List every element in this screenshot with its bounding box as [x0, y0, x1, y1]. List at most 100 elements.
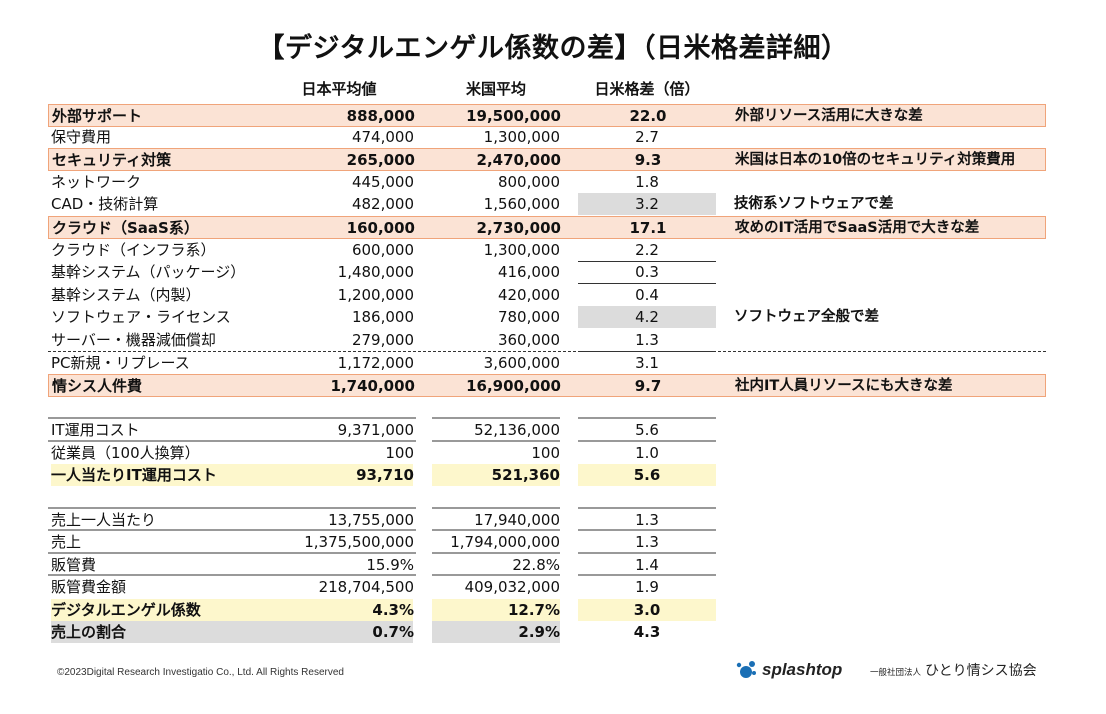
- row-ratio: 1.3: [635, 511, 659, 529]
- row-label: 外部サポート: [52, 107, 143, 125]
- row-note: 米国は日本の10倍のセキュリティ対策費用: [735, 152, 1016, 168]
- page-title: 【デジタルエンゲル係数の差】（日米格差詳細）: [257, 33, 849, 64]
- row-japan-value: 218,704,500: [318, 578, 414, 596]
- row-label: 保守費用: [51, 128, 112, 146]
- row-japan-value: 186,000: [351, 308, 414, 326]
- row-us-value: 1,794,000,000: [450, 533, 560, 551]
- row-us-value: 360,000: [497, 331, 560, 349]
- row-label: 売上の割合: [51, 621, 413, 643]
- row-ratio: 9.3: [634, 151, 662, 169]
- table-row: 販管費金額 218,704,500 409,032,000 1.9: [48, 576, 1046, 598]
- row-ratio: 22.0: [629, 107, 667, 125]
- header-ratio: 日米格差（倍）: [594, 80, 700, 98]
- row-japan-value: 445,000: [351, 173, 414, 191]
- row-label: 従業員（100人換算）: [51, 444, 200, 462]
- row-label: 基幹システム（内製）: [51, 286, 201, 304]
- row-japan-value: 600,000: [351, 241, 414, 259]
- row-us-value: 521,360: [432, 464, 560, 486]
- row-us-value: 12.7%: [432, 599, 560, 621]
- row-ratio: 1.3: [635, 533, 659, 551]
- org-name: ひとり情シス協会: [925, 663, 1037, 679]
- row-label: ソフトウェア・ライセンス: [51, 308, 231, 326]
- row-label: デジタルエンゲル係数: [51, 599, 413, 621]
- copyright-footer: ©2023Digital Research Investigatio Co., …: [57, 667, 344, 678]
- row-label: クラウド（SaaS系）: [52, 219, 199, 237]
- row-ratio: 3.1: [635, 354, 659, 372]
- row-us-value: 22.8%: [512, 556, 560, 574]
- row-label: セキュリティ対策: [52, 151, 172, 169]
- header-us: 米国平均: [465, 80, 526, 98]
- row-ratio: 4.3: [633, 623, 661, 641]
- splashtop-icon: [736, 661, 756, 678]
- table-row: ネットワーク 445,000 800,000 1.8: [48, 171, 1046, 194]
- row-us-value: 409,032,000: [464, 578, 560, 596]
- table-row: セキュリティ対策 265,000 2,470,000 9.3 米国は日本の10倍…: [48, 148, 1046, 171]
- org-logo: 一般社団法人 ひとり情シス協会: [870, 660, 1037, 680]
- table-row: 売上一人当たり 13,755,000 17,940,000 1.3: [48, 509, 1046, 531]
- row-us-value: 780,000: [497, 308, 560, 326]
- row-japan-value: 100: [385, 444, 414, 462]
- row-label: クラウド（インフラ系）: [51, 241, 216, 259]
- row-us-value: 800,000: [497, 173, 560, 191]
- table-row: 従業員（100人換算） 100 100 1.0: [48, 442, 1046, 464]
- row-japan-value: 1,375,500,000: [304, 533, 414, 551]
- row-japan-value: 0.7%: [372, 623, 414, 641]
- row-label: IT運用コスト: [51, 421, 140, 439]
- row-us-value: 3,600,000: [483, 354, 560, 372]
- row-ratio: 1.9: [635, 578, 659, 596]
- row-japan-value: 93,710: [356, 466, 414, 484]
- row-japan-value: 279,000: [351, 331, 414, 349]
- table-row: 保守費用 474,000 1,300,000 2.7: [48, 126, 1046, 148]
- row-ratio: 5.6: [635, 421, 659, 439]
- row-ratio: 3.2: [578, 193, 716, 215]
- row-japan-value: 1,740,000: [330, 377, 415, 395]
- row-us-value: 100: [531, 444, 560, 462]
- table-row: IT運用コスト 9,371,000 52,136,000 5.6: [48, 419, 1046, 441]
- table-row: 販管費 15.9% 22.8% 1.4: [48, 554, 1046, 576]
- row-us-value: 1,560,000: [483, 195, 560, 213]
- table-row: クラウド（インフラ系） 600,000 1,300,000 2.2: [48, 239, 1046, 262]
- row-note: 技術系ソフトウェアで差: [734, 196, 894, 212]
- row-japan-value: 474,000: [351, 128, 414, 146]
- row-ratio: 1.0: [635, 444, 659, 462]
- row-ratio: 3.0: [578, 599, 716, 621]
- org-type: 一般社団法人: [870, 668, 922, 678]
- row-us-value: 416,000: [497, 263, 560, 281]
- splashtop-logo: splashtop: [734, 656, 842, 684]
- row-note: 外部リソース活用に大きな差: [735, 108, 923, 124]
- row-note: ソフトウェア全般で差: [734, 309, 879, 325]
- row-label: ネットワーク: [51, 173, 142, 191]
- row-japan-value: 482,000: [351, 195, 414, 213]
- row-us-value: 2,470,000: [476, 151, 561, 169]
- row-label: PC新規・リプレース: [51, 354, 190, 372]
- row-ratio: 5.6: [578, 464, 716, 486]
- row-japan-value: 265,000: [346, 151, 415, 169]
- table-row: PC新規・リプレース 1,172,000 3,600,000 3.1: [48, 351, 1046, 374]
- row-ratio: 4.2: [578, 306, 716, 328]
- table-row: 情シス人件費 1,740,000 16,900,000 9.7 社内IT人員リソ…: [48, 374, 1046, 397]
- row-us-value: 420,000: [497, 286, 560, 304]
- row-us-value: 16,900,000: [466, 377, 561, 395]
- row-label: CAD・技術計算: [51, 195, 159, 213]
- splashtop-wordmark: splashtop: [762, 660, 843, 679]
- row-us-value: 17,940,000: [474, 511, 560, 529]
- row-label: 一人当たりIT運用コスト: [51, 464, 413, 486]
- table-row: デジタルエンゲル係数 12.7% 3.0 4.3%: [48, 599, 1046, 621]
- row-japan-value: 1,172,000: [337, 354, 414, 372]
- row-ratio: 2.7: [635, 128, 659, 146]
- row-japan-value: 15.9%: [366, 556, 414, 574]
- row-us-value: 2.9%: [432, 621, 560, 643]
- row-note: 攻めのIT活用でSaaS活用で大きな差: [735, 220, 980, 236]
- table-row: クラウド（SaaS系） 160,000 2,730,000 17.1 攻めのIT…: [48, 216, 1046, 239]
- row-japan-value: 4.3%: [372, 601, 414, 619]
- row-label: 売上一人当たり: [51, 511, 157, 529]
- table-row: 外部サポート 888,000 19,500,000 22.0 外部リソース活用に…: [48, 104, 1046, 127]
- row-japan-value: 13,755,000: [328, 511, 414, 529]
- row-ratio: 0.3: [578, 261, 716, 284]
- row-label: 情シス人件費: [52, 377, 143, 395]
- row-japan-value: 1,200,000: [337, 286, 414, 304]
- row-japan-value: 160,000: [346, 219, 415, 237]
- table-row: サーバー・機器減価償却 279,000 360,000 1.3: [48, 329, 1046, 352]
- row-ratio: 1.4: [635, 556, 659, 574]
